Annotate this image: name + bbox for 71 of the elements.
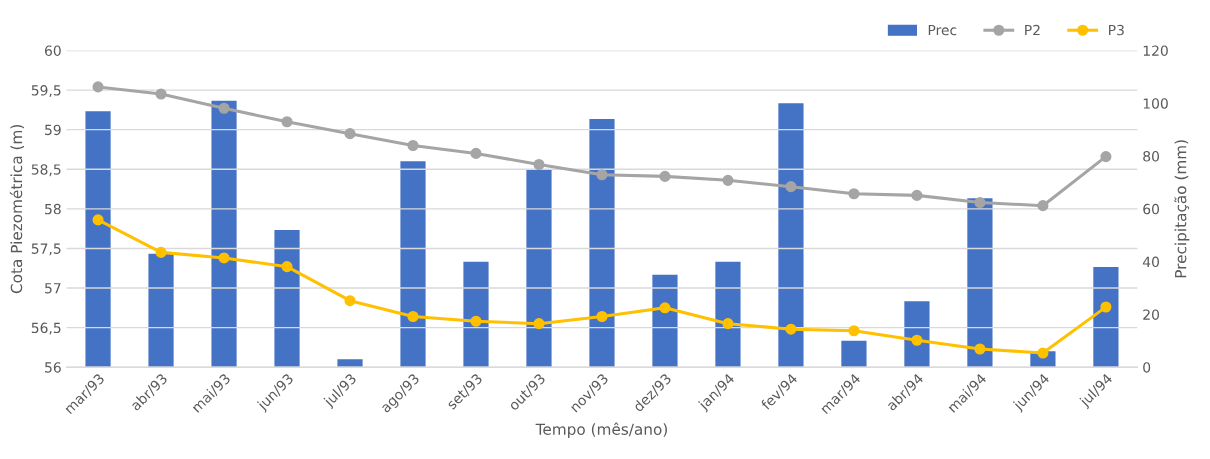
y2-tick-label: 0 bbox=[1143, 362, 1151, 373]
legend-label: P3 bbox=[1109, 24, 1124, 36]
point bbox=[974, 196, 986, 209]
bar bbox=[463, 261, 489, 368]
bar bbox=[400, 161, 426, 368]
bar bbox=[589, 119, 615, 368]
legend-label: P2 bbox=[1025, 24, 1040, 36]
point bbox=[785, 323, 797, 335]
y-tick-label: 58 bbox=[45, 203, 61, 215]
point bbox=[722, 174, 734, 186]
point bbox=[1100, 151, 1112, 163]
point bbox=[848, 325, 860, 337]
point bbox=[911, 189, 923, 201]
point bbox=[533, 318, 545, 330]
y-tick-label: 56 bbox=[45, 362, 61, 373]
point bbox=[722, 318, 734, 330]
point bbox=[92, 81, 104, 93]
bar bbox=[715, 261, 741, 368]
y-tick-label: 57 bbox=[45, 283, 61, 294]
point bbox=[218, 102, 230, 114]
point bbox=[407, 310, 419, 323]
point bbox=[659, 302, 671, 314]
y2-tick-label: 80 bbox=[1143, 151, 1160, 162]
point bbox=[1100, 301, 1112, 313]
bar bbox=[274, 229, 300, 368]
point bbox=[344, 295, 356, 307]
y-tick-label: 56,5 bbox=[31, 322, 61, 335]
point bbox=[92, 214, 104, 226]
point bbox=[344, 128, 356, 140]
point bbox=[281, 261, 293, 273]
bar bbox=[778, 103, 804, 368]
y-tick-label: 59,5 bbox=[31, 85, 61, 97]
point bbox=[155, 88, 167, 100]
point bbox=[974, 343, 986, 355]
point bbox=[1037, 200, 1049, 212]
y-tick-label: 58,5 bbox=[31, 164, 61, 177]
bar bbox=[211, 100, 237, 368]
point bbox=[911, 334, 923, 346]
point bbox=[596, 169, 608, 181]
bar bbox=[526, 169, 552, 368]
legend-label: Prec bbox=[928, 24, 957, 36]
point bbox=[470, 315, 482, 327]
point bbox=[281, 116, 293, 128]
point bbox=[785, 181, 797, 193]
bar bbox=[904, 301, 930, 368]
y2-tick-label: 120 bbox=[1143, 45, 1168, 56]
point bbox=[470, 147, 482, 159]
point bbox=[155, 246, 167, 258]
bar bbox=[85, 111, 111, 368]
y-axis-title: Cota Piezométrica (m) bbox=[9, 125, 25, 294]
point bbox=[533, 158, 545, 171]
bar bbox=[1093, 266, 1119, 368]
point bbox=[218, 252, 230, 264]
point bbox=[596, 310, 608, 323]
y2-tick-label: 20 bbox=[1143, 309, 1160, 320]
y-tick-label: 59 bbox=[45, 124, 61, 136]
point bbox=[659, 170, 671, 182]
y2-tick-label: 40 bbox=[1142, 256, 1160, 268]
y-tick-label: 60 bbox=[44, 45, 61, 56]
y2-tick-label: 60 bbox=[1143, 203, 1160, 215]
point bbox=[407, 139, 419, 152]
point bbox=[848, 188, 860, 200]
bar bbox=[967, 198, 993, 368]
y2-tick-label: 100 bbox=[1143, 98, 1168, 109]
y-tick-label: 57,5 bbox=[31, 243, 61, 256]
bar bbox=[148, 253, 174, 368]
x-axis-title: Tempo (mês/ano) bbox=[535, 422, 667, 438]
y2-axis-title: Precipitação (mm) bbox=[1174, 140, 1190, 278]
bar bbox=[337, 359, 363, 368]
bar bbox=[652, 274, 678, 368]
bar bbox=[841, 340, 867, 368]
